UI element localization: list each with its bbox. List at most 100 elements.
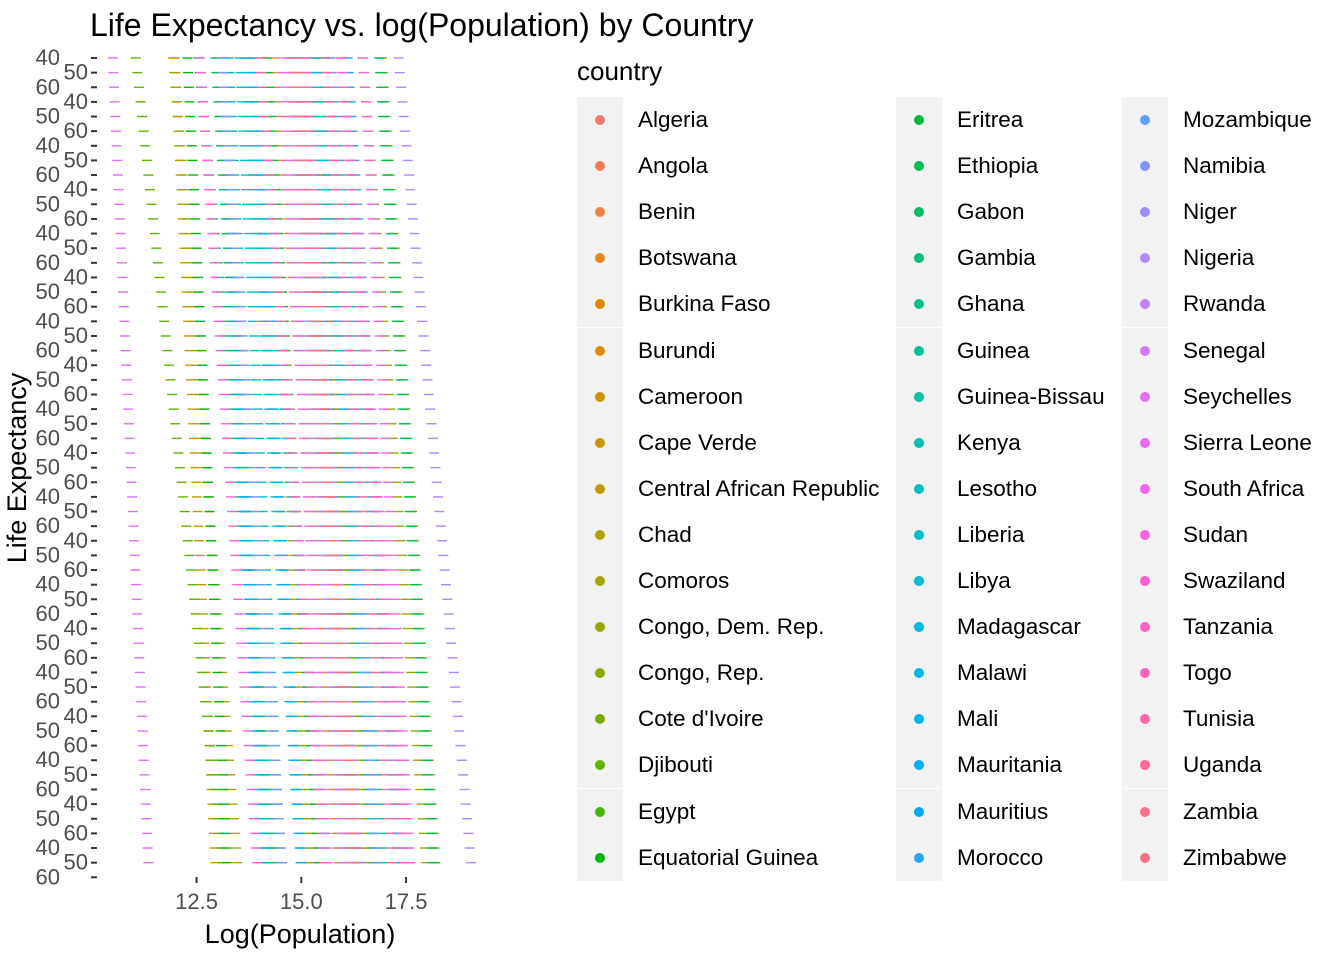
data-point bbox=[349, 335, 360, 337]
data-point bbox=[362, 554, 373, 557]
data-point bbox=[348, 554, 359, 557]
data-point bbox=[265, 349, 276, 352]
data-point bbox=[358, 57, 369, 59]
data-point bbox=[354, 569, 365, 571]
legend-label: Malawi bbox=[957, 660, 1028, 686]
data-point bbox=[329, 393, 340, 396]
data-point bbox=[426, 423, 437, 425]
data-point bbox=[313, 788, 324, 791]
data-point bbox=[221, 730, 232, 732]
data-point bbox=[119, 320, 130, 323]
data-point bbox=[281, 203, 292, 205]
data-point bbox=[200, 423, 211, 425]
data-point bbox=[298, 803, 309, 805]
data-point bbox=[302, 86, 313, 88]
data-point bbox=[300, 832, 311, 835]
data-point bbox=[347, 642, 358, 644]
data-point bbox=[211, 291, 222, 293]
data-point bbox=[297, 393, 308, 396]
data-point bbox=[218, 686, 229, 688]
legend-key bbox=[896, 419, 942, 466]
data-point bbox=[347, 803, 358, 805]
data-point bbox=[259, 115, 270, 118]
data-point bbox=[197, 613, 208, 615]
legend-dot-icon bbox=[1140, 161, 1150, 172]
data-point bbox=[238, 130, 249, 132]
data-point bbox=[446, 642, 457, 644]
data-point bbox=[285, 188, 296, 191]
data-point bbox=[233, 598, 244, 601]
data-point bbox=[314, 496, 325, 498]
data-point bbox=[176, 481, 187, 483]
data-point bbox=[251, 861, 262, 864]
y-tick-label: 60 bbox=[36, 250, 60, 275]
data-point bbox=[330, 744, 341, 747]
data-point bbox=[228, 818, 239, 820]
data-point bbox=[358, 437, 369, 440]
data-point bbox=[297, 408, 308, 410]
data-point bbox=[250, 203, 261, 205]
data-point bbox=[343, 262, 354, 264]
data-point bbox=[305, 540, 316, 542]
data-point bbox=[388, 262, 399, 264]
data-point bbox=[315, 730, 326, 732]
y-axis-title: Life Expectancy bbox=[2, 372, 32, 563]
data-point bbox=[326, 510, 337, 513]
data-point bbox=[360, 657, 371, 659]
data-point bbox=[262, 598, 273, 601]
data-point bbox=[310, 642, 321, 644]
legend-key bbox=[1122, 834, 1168, 881]
legend-key bbox=[896, 465, 942, 512]
data-point bbox=[196, 349, 207, 352]
data-point bbox=[112, 174, 123, 176]
data-point bbox=[341, 466, 352, 469]
data-point bbox=[127, 496, 138, 498]
legend-label: Congo, Rep. bbox=[638, 660, 765, 686]
data-point bbox=[309, 730, 320, 732]
data-point bbox=[331, 188, 342, 191]
data-point bbox=[210, 276, 221, 279]
legend-label: Senegal bbox=[1183, 337, 1266, 363]
data-point bbox=[270, 774, 281, 776]
data-point bbox=[184, 101, 195, 103]
data-point bbox=[375, 715, 386, 718]
data-point bbox=[290, 759, 301, 761]
data-point bbox=[319, 408, 330, 410]
legend-label: Namibia bbox=[1183, 153, 1266, 179]
legend-key bbox=[1122, 742, 1168, 789]
data-point bbox=[323, 86, 334, 88]
data-point bbox=[239, 159, 250, 162]
data-point bbox=[220, 349, 231, 352]
legend-dot-icon bbox=[1140, 529, 1150, 540]
data-point bbox=[314, 715, 325, 718]
legend-label: Gabon bbox=[957, 199, 1025, 225]
data-point bbox=[198, 627, 209, 630]
data-point bbox=[253, 423, 264, 425]
data-point bbox=[179, 203, 190, 205]
y-tick-label: 50 bbox=[36, 455, 60, 480]
data-point bbox=[349, 481, 360, 483]
data-point bbox=[211, 657, 222, 659]
data-point bbox=[328, 379, 339, 381]
data-point bbox=[220, 423, 231, 425]
data-point bbox=[183, 247, 194, 249]
data-point bbox=[350, 349, 361, 352]
data-point bbox=[250, 101, 261, 103]
data-point bbox=[413, 759, 424, 761]
data-point bbox=[191, 349, 202, 352]
data-point bbox=[386, 847, 397, 849]
legend-label: Burundi bbox=[638, 337, 716, 363]
data-point bbox=[190, 335, 201, 337]
data-point bbox=[422, 774, 433, 776]
data-point bbox=[267, 218, 278, 220]
data-point bbox=[384, 510, 395, 513]
data-point bbox=[396, 393, 407, 396]
data-point bbox=[225, 174, 236, 176]
data-point bbox=[327, 262, 338, 264]
data-point bbox=[269, 174, 280, 176]
data-point bbox=[258, 774, 269, 776]
data-point bbox=[130, 57, 141, 59]
data-point bbox=[364, 583, 375, 586]
legend-dot-icon bbox=[595, 760, 605, 771]
data-point bbox=[328, 540, 339, 542]
